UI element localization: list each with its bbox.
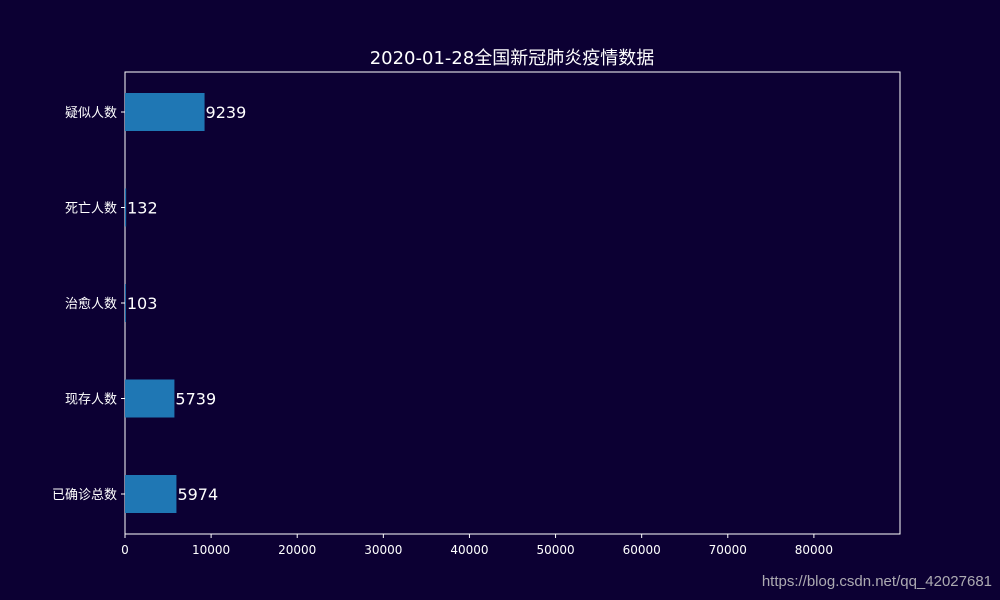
chart-title: 2020-01-28全国新冠肺炎疫情数据 [370, 48, 655, 69]
category-label: 已确诊总数 [52, 488, 117, 503]
category-label: 治愈人数 [65, 297, 117, 312]
bars-group [125, 93, 205, 513]
x-tick-label: 0 [121, 543, 129, 557]
bar-4 [125, 475, 177, 513]
bar-1 [125, 188, 127, 227]
value-label: 9239 [206, 103, 247, 122]
x-tick-label: 20000 [278, 543, 316, 557]
value-label: 5974 [177, 485, 218, 504]
bar-2 [125, 284, 126, 322]
x-tick-label: 60000 [623, 543, 661, 557]
x-axis: 0 10000 20000 30000 40000 50000 60000 70000 8000… [121, 534, 833, 557]
bar-0 [125, 93, 205, 131]
x-tick-label: 40000 [450, 543, 488, 557]
bar-3 [125, 379, 175, 418]
x-tick-label: 70000 [709, 543, 747, 557]
watermark-text: https://blog.csdn.net/qq_42027681 [761, 573, 992, 590]
plot-area-frame [124, 71, 901, 535]
x-tick-label: 30000 [364, 543, 402, 557]
category-label: 现存人数 [65, 393, 117, 408]
value-label: 5739 [175, 390, 216, 409]
category-label: 死亡人数 [65, 202, 117, 217]
category-label: 疑似人数 [65, 105, 117, 121]
x-tick-label: 10000 [192, 543, 230, 557]
x-tick-label: 80000 [795, 543, 833, 557]
value-label: 132 [127, 199, 158, 218]
value-labels-group: 9239 132 103 5739 5974 [127, 103, 246, 504]
value-label: 103 [127, 294, 158, 313]
x-tick-label: 50000 [536, 543, 574, 557]
